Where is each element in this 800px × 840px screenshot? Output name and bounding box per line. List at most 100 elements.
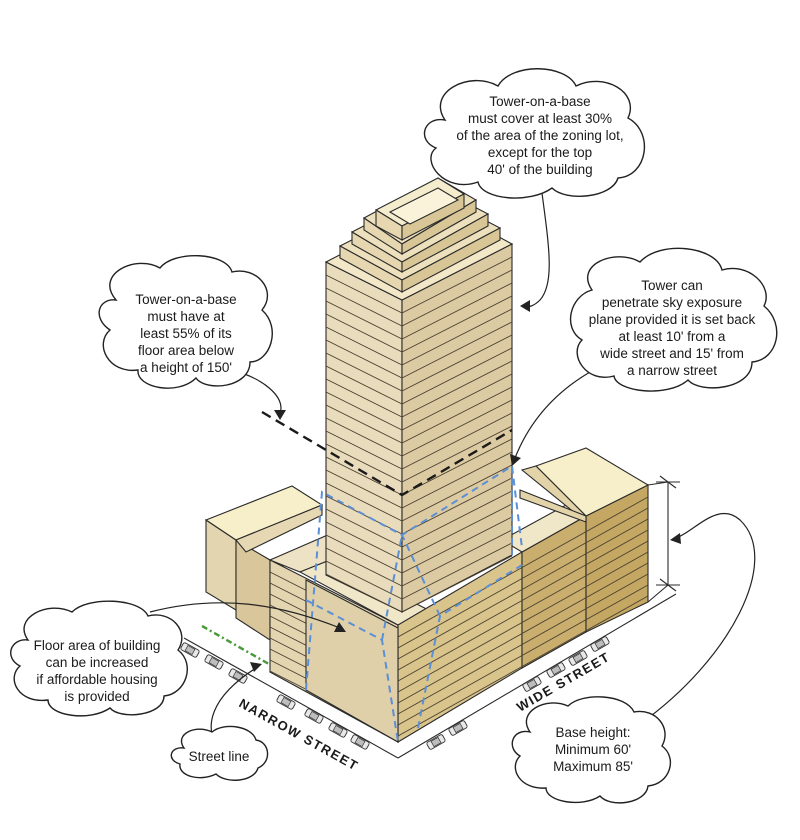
base-right-facade xyxy=(397,447,650,743)
car-icon xyxy=(304,708,324,724)
callout-floor-area-below: Tower-on-a-base must have at least 55% o… xyxy=(98,255,273,389)
callout-text-line: of the area of the zoning lot, xyxy=(456,128,623,143)
floor-line xyxy=(401,308,513,366)
car-icon xyxy=(328,722,348,738)
floor-line xyxy=(325,352,403,392)
callout-text-line: Tower-on-a-base xyxy=(135,292,236,307)
floor-line xyxy=(325,521,403,561)
callout-base-height: Base height: Minimum 60' Maximum 85' xyxy=(511,696,672,804)
callout-text-line: Street line xyxy=(189,749,250,764)
floor-line xyxy=(401,438,513,496)
floor-line xyxy=(397,540,649,682)
floor-line xyxy=(401,451,513,509)
callout-text-line: can be increased xyxy=(46,655,149,670)
floor-line xyxy=(397,584,649,726)
callout-text-line: Maximum 85' xyxy=(553,759,633,774)
leader-lines xyxy=(149,177,756,753)
floor-line xyxy=(401,516,513,574)
floor-line xyxy=(325,508,403,548)
floor-line xyxy=(325,378,403,418)
floor-line xyxy=(325,274,403,314)
floor-line xyxy=(397,562,649,704)
base-height-dimension xyxy=(647,475,680,603)
floor-line xyxy=(325,313,403,353)
callout-text-line: floor area below xyxy=(138,343,234,358)
callout-text-line: must have at xyxy=(147,309,225,324)
floor-line xyxy=(401,295,513,353)
floor-line xyxy=(325,417,403,457)
car-icon xyxy=(426,734,446,750)
floor-line xyxy=(325,326,403,366)
floor-line xyxy=(401,334,513,392)
floor-line xyxy=(401,347,513,405)
floor-line xyxy=(397,595,649,737)
floor-line xyxy=(325,469,403,509)
floor-line xyxy=(397,529,649,671)
callout-text-line: except for the top xyxy=(488,145,592,160)
tower-shaft xyxy=(305,243,513,743)
callout-text-line: Minimum 60' xyxy=(555,742,631,757)
car-icon xyxy=(546,662,566,678)
floor-line xyxy=(325,404,403,444)
callout-text-line: is provided xyxy=(64,689,129,704)
floor-line xyxy=(401,399,513,457)
floor-line xyxy=(401,321,513,379)
floor-line xyxy=(325,339,403,379)
callout-text-line: wide street and 15' from xyxy=(599,346,744,361)
callout-text-line: a narrow street xyxy=(627,363,717,378)
floor-line xyxy=(401,464,513,522)
callout-sky-exposure: Tower can penetrate sky exposure plane p… xyxy=(569,247,778,392)
floor-line xyxy=(325,287,403,327)
callout-text-line: 40' of the building xyxy=(487,162,592,177)
callout-text-line: least 55% of its xyxy=(140,326,232,341)
callout-text-line: plane provided it is set back xyxy=(589,312,756,327)
floor-line xyxy=(401,269,513,327)
callout-text-line: Tower-on-a-base xyxy=(489,94,590,109)
callout-text-line: must cover at least 30% xyxy=(468,111,612,126)
floor-line xyxy=(401,386,513,444)
floor-line xyxy=(325,391,403,431)
callout-text-line: Base height: xyxy=(555,725,630,740)
callout-affordable-housing: Floor area of building can be increased … xyxy=(10,600,188,717)
floor-line xyxy=(401,360,513,418)
floor-line xyxy=(401,503,513,561)
car-icon xyxy=(350,734,370,750)
floor-line xyxy=(401,256,513,314)
floor-line xyxy=(401,412,513,470)
floor-line xyxy=(397,573,649,715)
floor-line xyxy=(325,547,403,587)
floor-line xyxy=(325,300,403,340)
setback-plane-lines xyxy=(261,410,523,743)
car-icon xyxy=(448,720,468,736)
callout-tower-coverage: Tower-on-a-base must cover at least 30% … xyxy=(423,68,646,199)
floor-line xyxy=(401,529,513,587)
floor-line xyxy=(325,573,403,613)
callout-text-line: penetrate sky exposure xyxy=(602,295,742,310)
floor-line xyxy=(401,477,513,535)
floor-line xyxy=(325,443,403,483)
callout-text-line: if affordable housing xyxy=(36,672,157,687)
callout-street-line: Street line xyxy=(170,725,269,781)
car-icon xyxy=(522,676,542,692)
floor-line xyxy=(325,430,403,470)
tower-crown xyxy=(324,177,514,301)
floor-line xyxy=(325,560,403,600)
floor-line xyxy=(401,490,513,548)
floor-line xyxy=(325,365,403,405)
car-icon xyxy=(180,642,200,658)
car-icon xyxy=(590,636,610,652)
car-icon xyxy=(228,668,248,684)
floor-line xyxy=(397,507,649,649)
floor-line xyxy=(325,534,403,574)
car-icon xyxy=(276,694,296,710)
floor-line xyxy=(401,542,513,600)
height-150-line xyxy=(261,410,513,497)
floor-line xyxy=(401,555,513,613)
floor-line xyxy=(397,551,649,693)
floor-line xyxy=(401,425,513,483)
car-icon xyxy=(204,654,224,670)
floor-line xyxy=(401,282,513,340)
parked-cars xyxy=(180,636,610,750)
car-icon xyxy=(568,650,588,666)
